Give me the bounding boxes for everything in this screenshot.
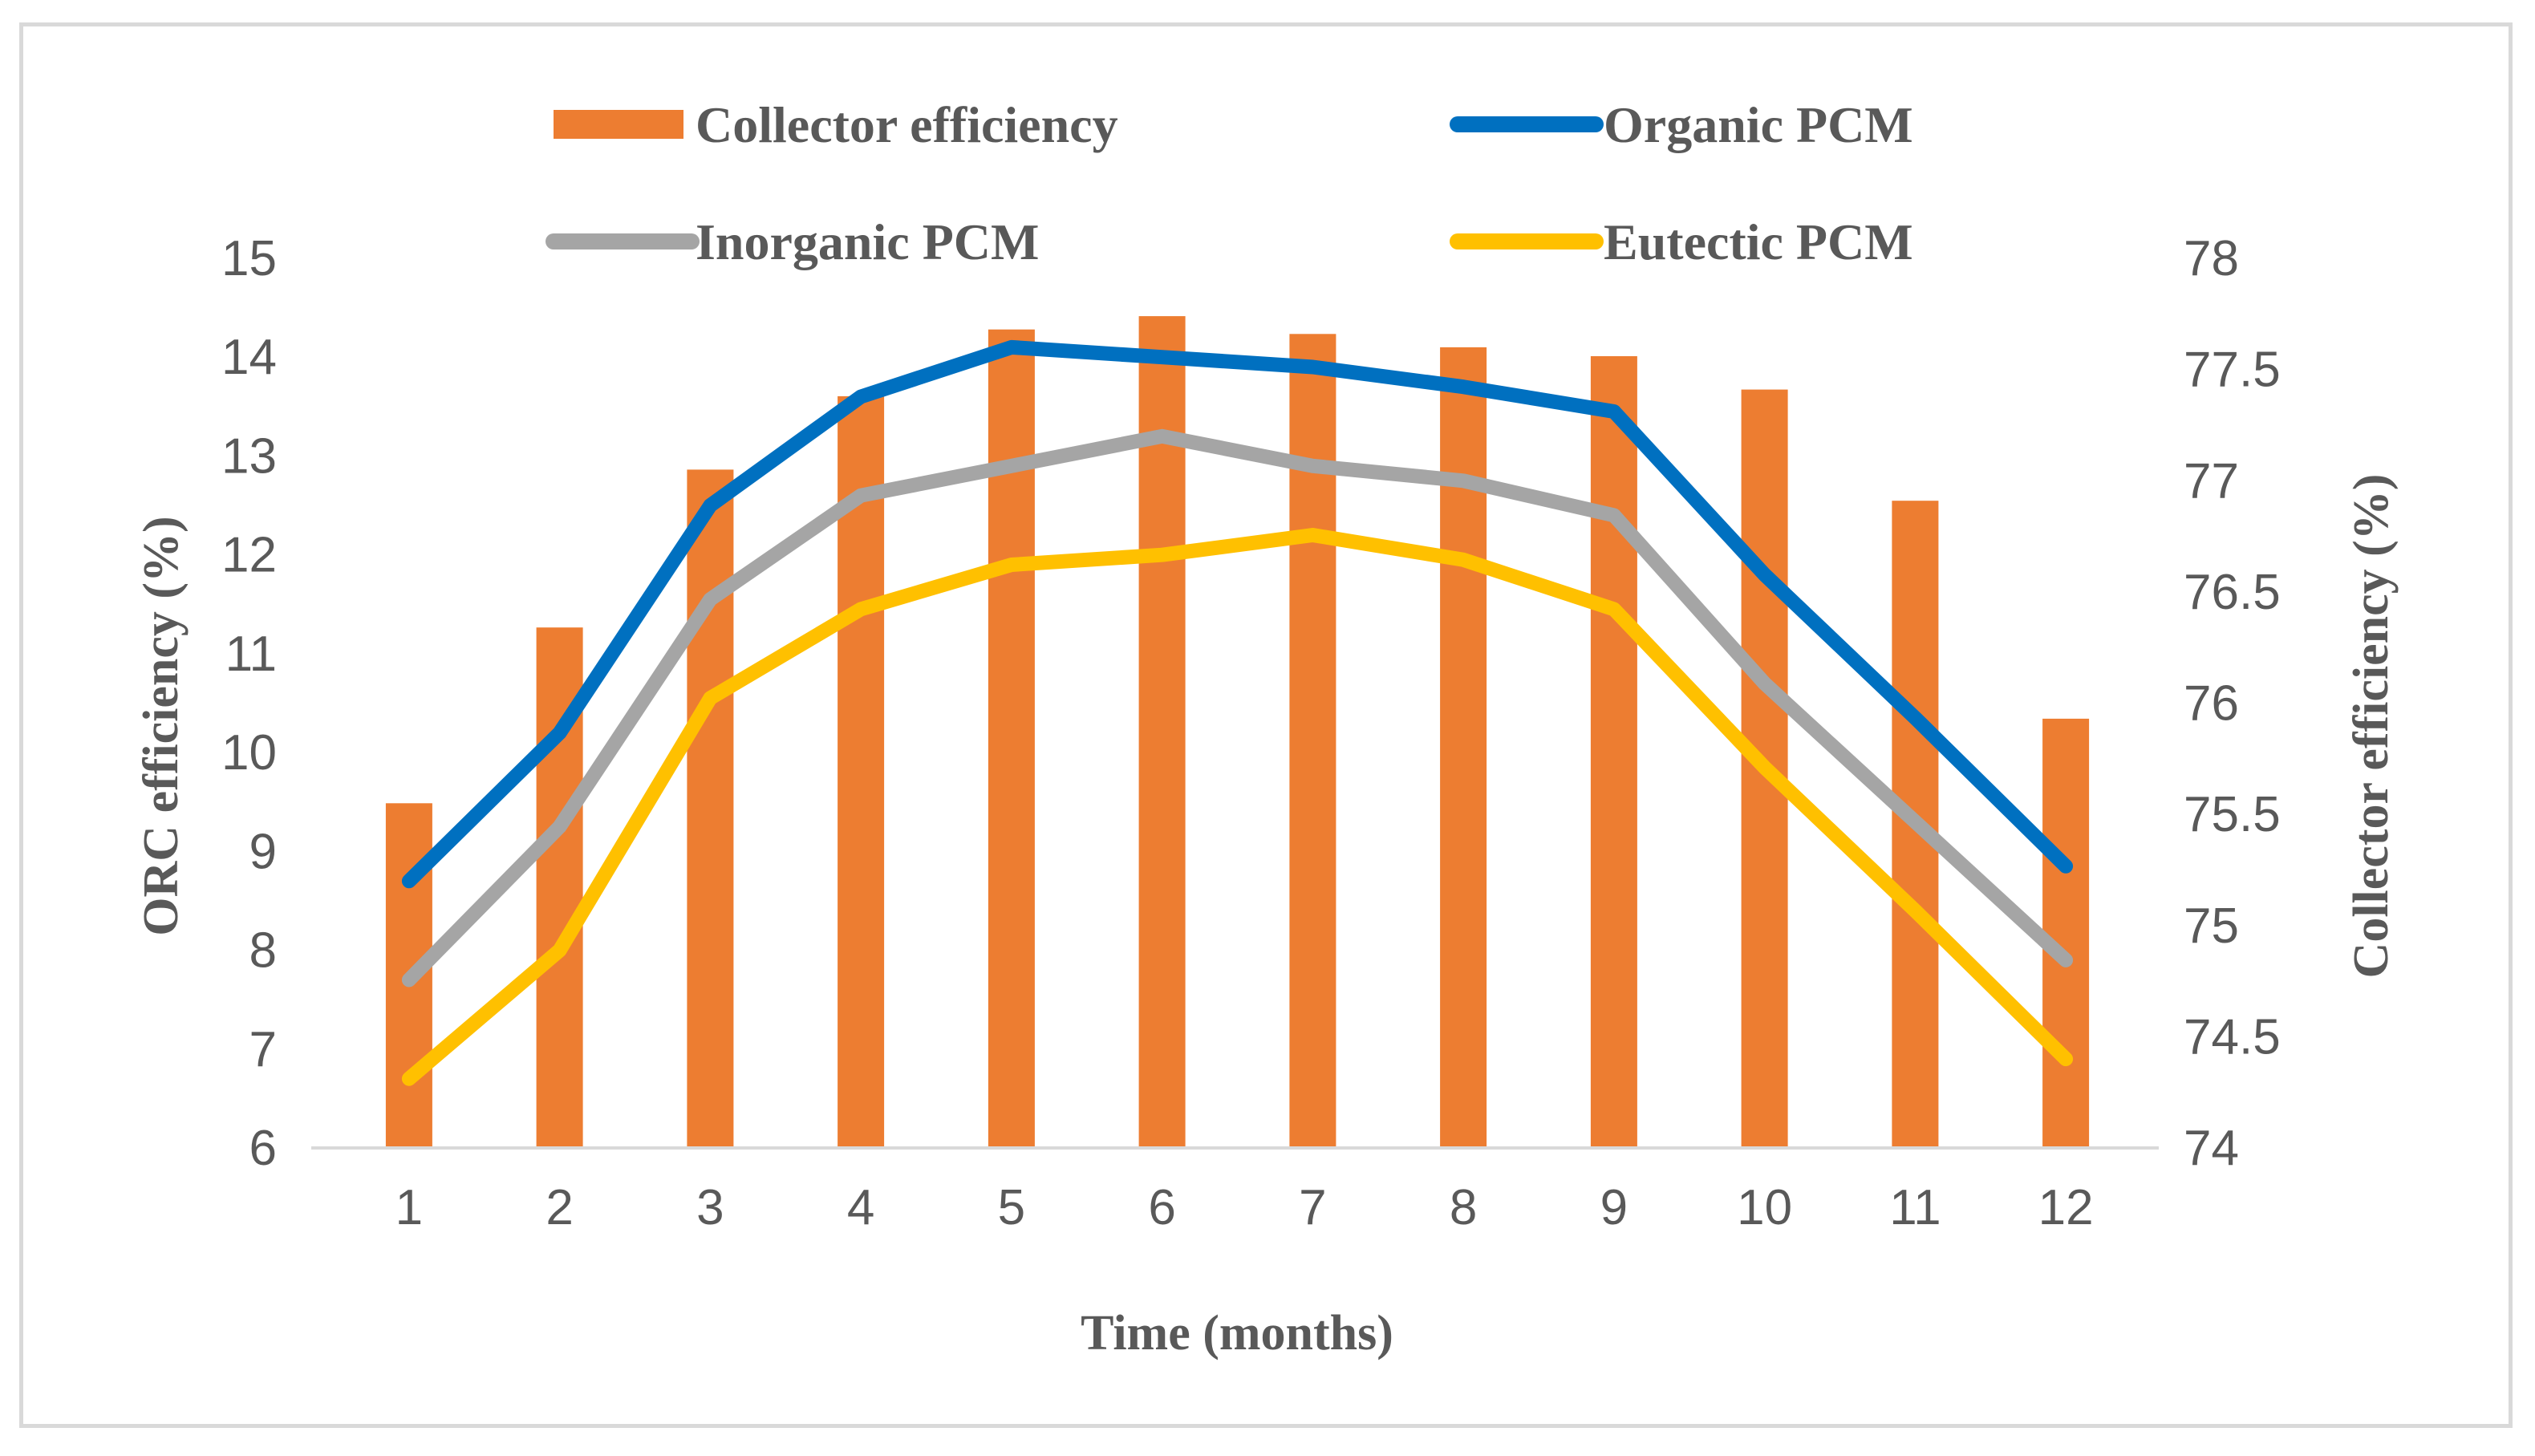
y-axis-right-title: Collector efficiency (%) — [2344, 474, 2399, 979]
legend: Collector efficiency Organic PCM Inorgan… — [546, 96, 1913, 270]
y-axis-left-title: ORC efficiency (%) — [134, 516, 189, 935]
bar-collector-efficiency-3[interactable] — [687, 469, 734, 1148]
bar-collector-efficiency-9[interactable] — [1590, 356, 1637, 1148]
line-eutectic-pcm[interactable] — [401, 528, 2074, 1086]
legend-item-organic-pcm[interactable]: Organic PCM — [1450, 96, 1913, 153]
bar-collector-efficiency-5[interactable] — [988, 329, 1035, 1148]
x-tick-label-2: 2 — [546, 1180, 573, 1235]
y-right-tick-label-75: 75 — [2184, 898, 2239, 954]
legend-label-eutectic-pcm: Eutectic PCM — [1604, 213, 1913, 270]
y-right-tick-label-76: 76 — [2184, 676, 2239, 732]
bar-collector-efficiency-12[interactable] — [2042, 718, 2090, 1148]
legend-swatch-collector-efficiency — [554, 110, 683, 139]
y-left-tick-label-7: 7 — [249, 1022, 277, 1077]
y-left-tick-label-14: 14 — [221, 330, 277, 385]
x-tick-label-7: 7 — [1299, 1180, 1326, 1235]
y-right-tick-label-77-5: 77.5 — [2184, 343, 2281, 398]
legend-label-organic-pcm: Organic PCM — [1604, 96, 1913, 153]
x-tick-label-11: 11 — [1889, 1180, 1941, 1235]
y-left-tick-label-6: 6 — [249, 1121, 277, 1176]
y-right-tick-label-76-5: 76.5 — [2184, 565, 2281, 620]
ticks-layer: 1 2 3 4 5 6 7 8 9 10 11 1267891011121314157474.5757… — [221, 231, 2281, 1235]
y-left-tick-label-13: 13 — [221, 428, 277, 484]
chart-svg: 1 2 3 4 5 6 7 8 9 10 11 1267891011121314157474.5757… — [134, 96, 2399, 1361]
legend-item-inorganic-pcm[interactable]: Inorganic PCM — [546, 213, 1039, 270]
legend-label-inorganic-pcm: Inorganic PCM — [696, 213, 1039, 270]
y-right-tick-label-78: 78 — [2184, 231, 2239, 286]
y-left-tick-label-9: 9 — [249, 824, 277, 879]
legend-label-collector-efficiency: Collector efficiency — [696, 96, 1118, 153]
lines-layer — [401, 339, 2074, 1086]
y-right-tick-label-74: 74 — [2184, 1121, 2239, 1176]
x-tick-label-9: 9 — [1600, 1180, 1628, 1235]
y-left-tick-label-11: 11 — [225, 627, 277, 682]
x-tick-label-3: 3 — [696, 1180, 724, 1235]
line-organic-pcm[interactable] — [401, 339, 2074, 889]
y-left-tick-label-15: 15 — [221, 231, 277, 286]
x-tick-label-10: 10 — [1737, 1180, 1792, 1235]
x-tick-label-12: 12 — [2038, 1180, 2094, 1235]
x-axis-title: Time (months) — [1081, 1306, 1393, 1361]
chart-frame: 1 2 3 4 5 6 7 8 9 10 11 12 6 7 8 9 10 11 12 13 14 15 74 74.5 75 7… — [19, 22, 2513, 1428]
x-tick-label-5: 5 — [998, 1180, 1025, 1235]
y-right-tick-label-74-5: 74.5 — [2184, 1009, 2281, 1065]
x-tick-label-4: 4 — [847, 1180, 874, 1235]
y-right-tick-label-75-5: 75.5 — [2184, 787, 2281, 842]
x-tick-label-6: 6 — [1148, 1180, 1175, 1235]
bar-collector-efficiency-8[interactable] — [1440, 347, 1487, 1148]
y-left-tick-label-8: 8 — [249, 923, 277, 979]
bar-collector-efficiency-6[interactable] — [1138, 316, 1186, 1149]
y-left-tick-label-12: 12 — [221, 528, 277, 583]
y-left-tick-label-10: 10 — [221, 725, 277, 781]
x-tick-label-1: 1 — [395, 1180, 423, 1235]
x-tick-label-8: 8 — [1450, 1180, 1477, 1235]
legend-item-eutectic-pcm[interactable]: Eutectic PCM — [1450, 213, 1913, 270]
line-inorganic-pcm[interactable] — [401, 428, 2074, 988]
legend-item-collector-efficiency[interactable]: Collector efficiency — [554, 96, 1118, 153]
bar-collector-efficiency-4[interactable] — [838, 395, 885, 1148]
y-right-tick-label-77: 77 — [2184, 453, 2239, 509]
bars-layer — [385, 316, 2090, 1149]
